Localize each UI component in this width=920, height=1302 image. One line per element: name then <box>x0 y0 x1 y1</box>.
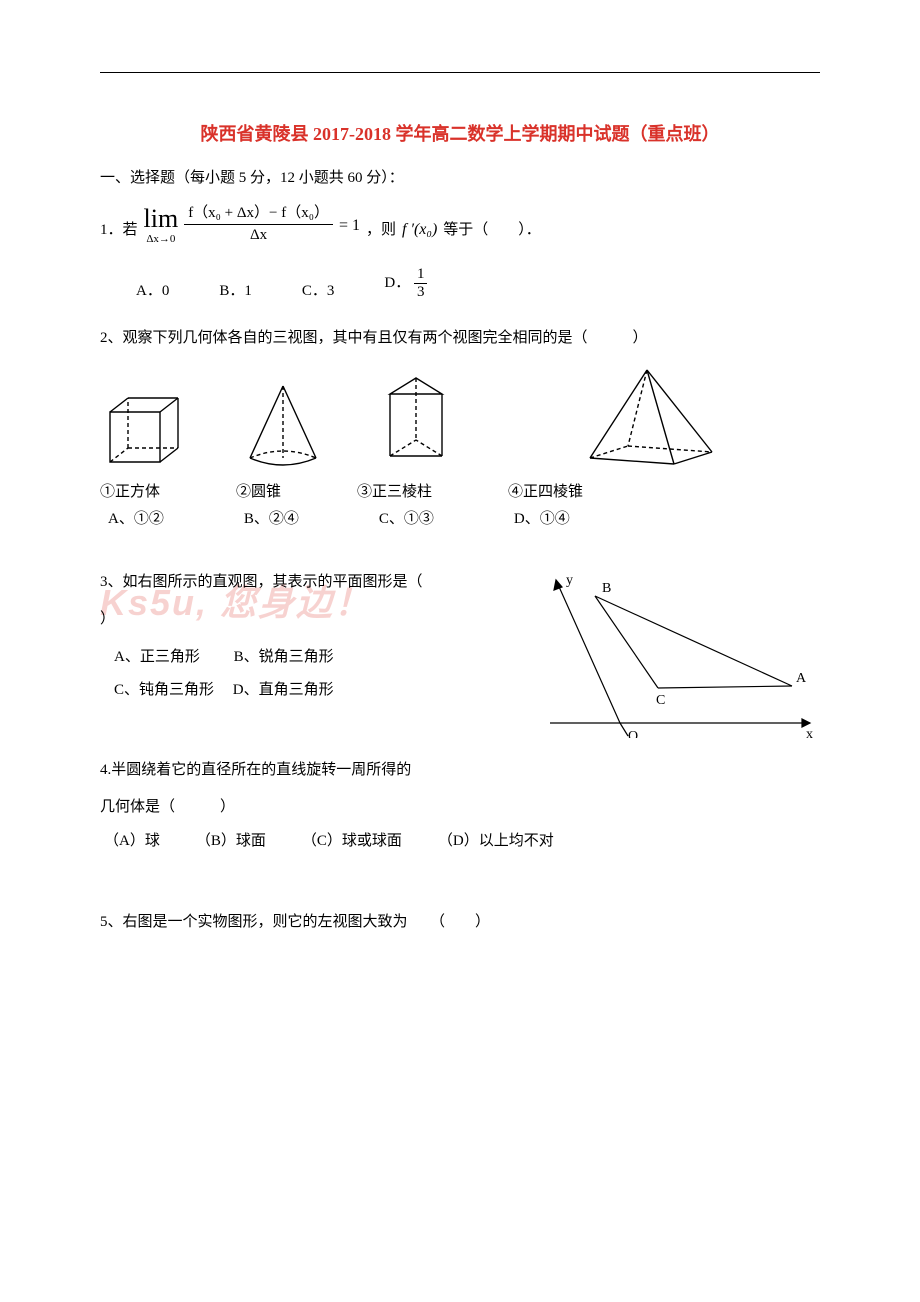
cube-icon <box>100 390 190 472</box>
q1-opt-b: B．1 <box>219 279 252 300</box>
q3-opt-d: D、直角三角形 <box>233 682 334 698</box>
limit-symbol: lim Δx→0 <box>144 206 179 245</box>
q2-label3: ③正三棱柱 <box>357 480 432 501</box>
prism-icon <box>376 372 456 472</box>
pt-a-label: A <box>796 671 807 686</box>
q2-opt-d: D、①④ <box>514 507 570 528</box>
origin-label: O <box>628 729 638 738</box>
q2-opt-c: C、①③ <box>379 507 434 528</box>
pt-c-label: C <box>656 693 665 708</box>
page: 陕西省黄陵县 2017-2018 学年高二数学上学期期中试题（重点班） 一、选择… <box>0 0 920 1302</box>
q1-opt-d-prefix: D． <box>384 274 410 290</box>
q2-label1: ①正方体 <box>100 480 160 501</box>
q1-equals: = 1 <box>339 217 360 245</box>
q1-frac-den: Δx <box>250 225 267 244</box>
question-3: Ks5u, 您身边！ 3、如右图所示的直观图，其表示的平面图形是（ ） A、正三… <box>100 568 820 738</box>
header-rule <box>100 72 820 73</box>
question-1: 1．若 lim Δx→0 f（x₀ + Δx）− f（x₀） Δx = 1 ，则… <box>100 205 820 245</box>
q1-optd-num: 1 <box>414 267 428 284</box>
q3-opt-c: C、钝角三角形 <box>114 682 214 698</box>
q2-opt-a: A、①② <box>108 507 164 528</box>
q1-prefix: 1．若 <box>100 218 138 245</box>
q3-options: A、正三角形 B、锐角三角形 C、钝角三角形 D、直角三角形 <box>114 641 502 707</box>
lim-sub: Δx→0 <box>146 234 175 245</box>
q4-opt-a: （A）球 <box>104 829 160 850</box>
q1-fprime: f ′(x₀) <box>402 221 437 245</box>
q3-line2: ） <box>100 605 502 634</box>
q3-opt-a: A、正三角形 <box>114 649 200 665</box>
q2-options: A、①② B、②④ C、①③ D、①④ <box>108 507 820 528</box>
cone-icon <box>238 380 328 472</box>
q4-opt-d: （D）以上均不对 <box>438 829 554 850</box>
q4-opt-c: （C）球或球面 <box>302 829 402 850</box>
pt-b-label: B <box>602 581 611 596</box>
question-5: 5、右图是一个实物图形，则它的左视图大致为 （ ） <box>100 910 820 931</box>
lim-text: lim <box>144 206 179 232</box>
q1-opt-d-frac: 1 3 <box>414 267 428 300</box>
q4-line2: 几何体是（ ） <box>100 793 820 822</box>
q1-opt-d: D． 1 3 <box>384 267 427 300</box>
q4-line1: 4.半圆绕着它的直径所在的直线旋转一周所得的 <box>100 756 820 785</box>
q1-opt-a: A．0 <box>136 279 169 300</box>
pyramid-icon <box>572 362 722 472</box>
axis-x-label: x <box>806 727 813 738</box>
question-2-text: 2、观察下列几何体各自的三视图，其中有且仅有两个视图完全相同的是（ ） <box>100 324 820 353</box>
axis-y-label: y <box>566 573 573 588</box>
q4-options: （A）球 （B）球面 （C）球或球面 （D）以上均不对 <box>104 829 820 850</box>
exam-title: 陕西省黄陵县 2017-2018 学年高二数学上学期期中试题（重点班） <box>100 120 820 146</box>
q2-opt-b: B、②④ <box>244 507 299 528</box>
q3-line1: 3、如右图所示的直观图，其表示的平面图形是（ <box>100 568 502 597</box>
q3-left-col: Ks5u, 您身边！ 3、如右图所示的直观图，其表示的平面图形是（ ） A、正三… <box>100 568 502 707</box>
q2-label2: ②圆锥 <box>236 480 281 501</box>
section-heading: 一、选择题（每小题 5 分，12 小题共 60 分）： <box>100 166 820 187</box>
q1-mid: ，则 <box>366 218 396 245</box>
q1-fraction: f（x₀ + Δx）− f（x₀） Δx <box>184 205 333 245</box>
q2-shape-labels: ①正方体 ②圆锥 ③正三棱柱 ④正四棱锥 <box>100 480 820 501</box>
q1-optd-den: 3 <box>417 284 425 300</box>
q2-label4: ④正四棱锥 <box>508 480 583 501</box>
q2-shapes <box>100 362 820 472</box>
q3-opt-b: B、锐角三角形 <box>234 649 334 665</box>
q1-suffix: 等于（ ）． <box>443 218 541 245</box>
q1-frac-num: f（x₀ + Δx）− f（x₀） <box>184 205 333 225</box>
q1-opt-c: C．3 <box>302 279 335 300</box>
q1-options: A．0 B．1 C．3 D． 1 3 <box>136 267 820 300</box>
q4-opt-b: （B）球面 <box>196 829 266 850</box>
oblique-triangle-diagram: y x O B C A <box>510 568 820 738</box>
